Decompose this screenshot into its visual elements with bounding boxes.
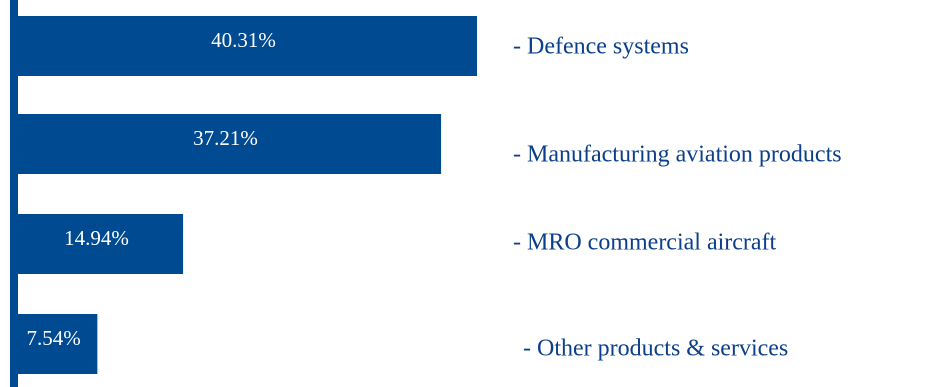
bars-group xyxy=(10,16,477,374)
category-label-1: - Defence systems xyxy=(513,34,689,60)
bar-value-label-3: 14.94% xyxy=(64,226,129,250)
bar-value-label-1: 40.31% xyxy=(211,28,276,52)
category-labels-group: - Defence systems - Manufacturing aviatio… xyxy=(513,34,842,362)
bar-value-label-2: 37.21% xyxy=(193,126,258,150)
bar-value-label-4: 7.54% xyxy=(27,326,81,350)
value-labels-group: 40.31% 37.21% 14.94% 7.54% xyxy=(27,28,276,350)
bar-3 xyxy=(10,214,184,274)
bar-1 xyxy=(10,16,477,76)
bar-2 xyxy=(10,114,442,174)
category-label-2: - Manufacturing aviation products xyxy=(513,142,842,168)
bar-4 xyxy=(10,314,98,374)
category-label-4: - Other products & services xyxy=(523,336,788,362)
category-label-3: - MRO commercial aircraft xyxy=(513,230,777,256)
